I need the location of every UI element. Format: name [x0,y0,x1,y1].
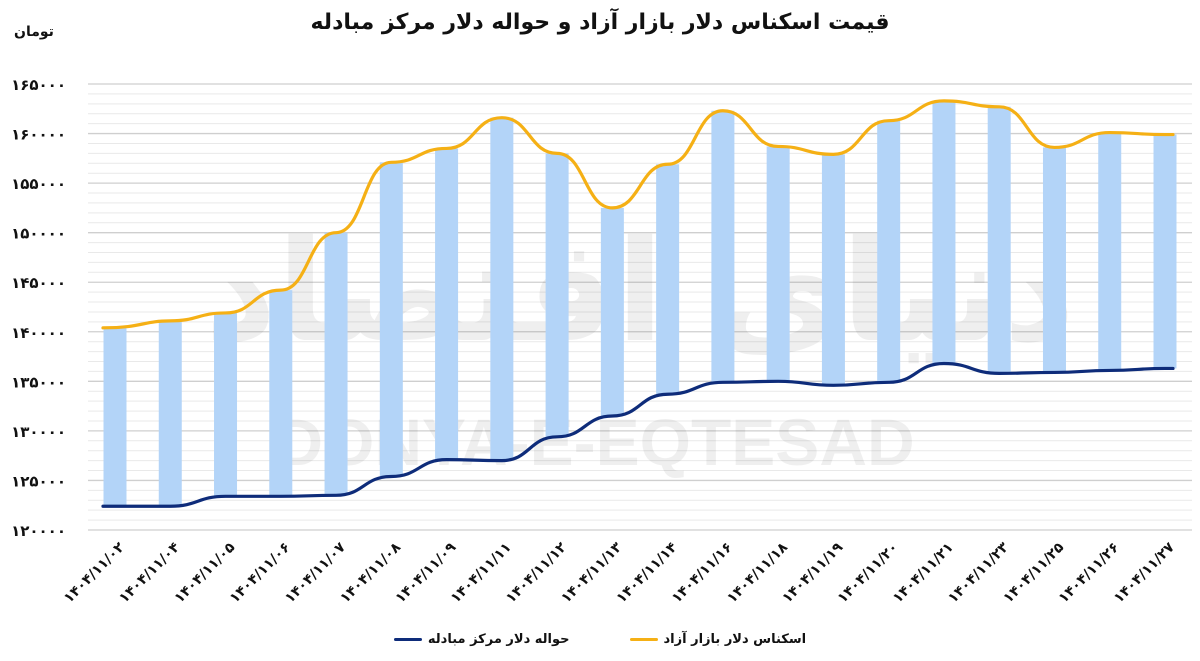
range-bar [103,327,127,507]
y-tick-label: ۱۳۰۰۰۰ [11,423,66,441]
range-bar [656,164,680,395]
exchange-center-line [101,361,1175,508]
y-tick-label: ۱۲۰۰۰۰ [11,522,66,540]
range-bars [103,100,1177,507]
range-bar [766,146,790,382]
y-tick-label: ۱۵۰۰۰۰ [11,225,66,243]
y-tick-label: ۱۶۵۰۰۰ [11,76,66,94]
range-bar [158,320,182,507]
range-bar [600,207,624,417]
free-market-line [101,99,1175,330]
y-tick-label: ۱۲۵۰۰۰ [11,472,66,490]
x-axis: ۱۴۰۴/۱۱/۰۲۱۴۰۴/۱۱/۰۴۱۴۰۴/۱۱/۰۵۱۴۰۴/۱۱/۰۶… [61,539,1178,606]
range-bar [545,153,569,437]
range-bar [379,162,403,477]
watermark-latin: DONYA-E-EQTESAD [275,405,914,479]
watermark-persian: دنیای اقتصاد [205,211,1075,374]
chart-title: قیمت اسکناس دلار بازار آزاد و حواله دلار… [310,10,890,35]
range-bar [324,232,348,496]
y-tick-label: ۱۴۰۰۰۰ [11,324,66,342]
range-bar [214,312,238,497]
y-axis: ۱۲۰۰۰۰ ۱۲۵۰۰۰ ۱۳۰۰۰۰ ۱۳۵۰۰۰ ۱۴۰۰۰۰ ۱۴۵۰۰۰ ۱۵۰۰… [11,76,66,540]
range-bar [435,148,459,460]
range-bar [1098,132,1122,371]
legend-item-exchange-center: حواله دلار مرکز مبادله [393,632,570,647]
legend-label: اسکناس دلار بازار آزاد [663,632,807,647]
y-tick-label: ۱۳۵۰۰۰ [11,373,66,391]
y-axis-unit-label: تومان [14,24,54,40]
legend-label: حواله دلار مرکز مبادله [427,632,570,647]
legend: اسکناس دلار بازار آزاد حواله دلار مرکز م… [0,632,1200,647]
legend-swatch-icon [393,638,422,641]
series-lines [101,99,1175,508]
range-bar [490,117,514,461]
legend-item-free-market: اسکناس دلار بازار آزاد [629,632,807,647]
y-tick-label: ۱۴۵۰۰۰ [11,274,66,292]
range-bar [987,106,1011,374]
range-bar [1042,147,1066,373]
y-tick-label: ۱۵۵۰۰۰ [11,175,66,193]
watermark: DONYA-E-EQTESAD دنیای اقتصاد [205,211,1075,479]
range-bar [1153,134,1177,369]
legend-swatch-icon [629,638,658,641]
range-bar [269,290,293,497]
range-bar [877,120,901,383]
y-tick-label: ۱۶۰۰۰۰ [11,126,66,144]
range-bar [932,100,956,364]
range-bar [711,110,735,383]
range-bar [821,154,845,386]
